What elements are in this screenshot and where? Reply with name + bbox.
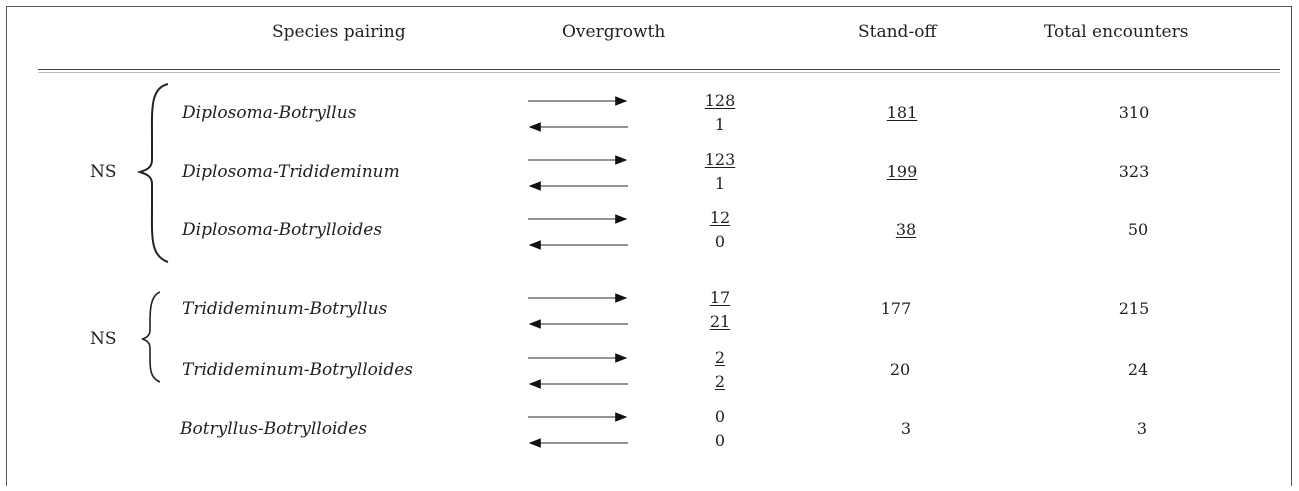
brace-group-2 (141, 291, 161, 383)
standoff-value: 3 (900, 419, 912, 438)
overgrowth-top: 128 (704, 91, 736, 110)
overgrowth-bottom: 2 (714, 372, 726, 391)
total-value: 310 (1118, 103, 1150, 122)
species-name: Diplosoma-Botryllus (182, 103, 357, 123)
header-overgrowth: Overgrowth (562, 22, 666, 42)
overgrowth-top: 2 (714, 348, 726, 367)
overgrowth-bottom: 0 (714, 431, 726, 450)
standoff-value: 38 (895, 220, 917, 239)
header-standoff: Stand-off (858, 22, 937, 42)
total-value: 50 (1127, 220, 1149, 239)
species-name: Tridideminum-Botrylloides (182, 360, 413, 380)
header-rule (38, 69, 1280, 70)
overgrowth-top: 17 (709, 288, 731, 307)
standoff-value: 20 (889, 360, 911, 379)
standoff-value: 177 (880, 299, 912, 318)
overgrowth-arrows (528, 96, 628, 448)
overgrowth-bottom: 21 (709, 312, 731, 331)
overgrowth-top: 123 (704, 150, 736, 169)
header-species-pairing: Species pairing (272, 22, 406, 42)
overgrowth-top: 0 (714, 407, 726, 426)
group-label-ns: NS (90, 329, 117, 349)
overgrowth-top: 12 (709, 208, 731, 227)
total-value: 215 (1118, 299, 1150, 318)
species-name: Tridideminum-Botryllus (182, 299, 388, 319)
species-name: Diplosoma-Tridideminum (182, 162, 400, 182)
brace-group-1 (136, 83, 169, 263)
total-value: 24 (1127, 360, 1149, 379)
group-label-ns: NS (90, 162, 117, 182)
standoff-value: 181 (886, 103, 918, 122)
total-value: 3 (1136, 419, 1148, 438)
header-total-encounters: Total encounters (1044, 22, 1189, 42)
table-frame (6, 6, 1292, 486)
group-braces (136, 83, 169, 383)
overgrowth-bottom: 0 (714, 232, 726, 251)
overgrowth-bottom: 1 (714, 115, 726, 134)
overgrowth-bottom: 1 (714, 174, 726, 193)
species-name: Botryllus-Botrylloides (180, 419, 368, 439)
header-rule-shadow (38, 72, 1280, 73)
standoff-value: 199 (886, 162, 918, 181)
total-value: 323 (1118, 162, 1150, 181)
species-name: Diplosoma-Botrylloides (182, 220, 383, 240)
